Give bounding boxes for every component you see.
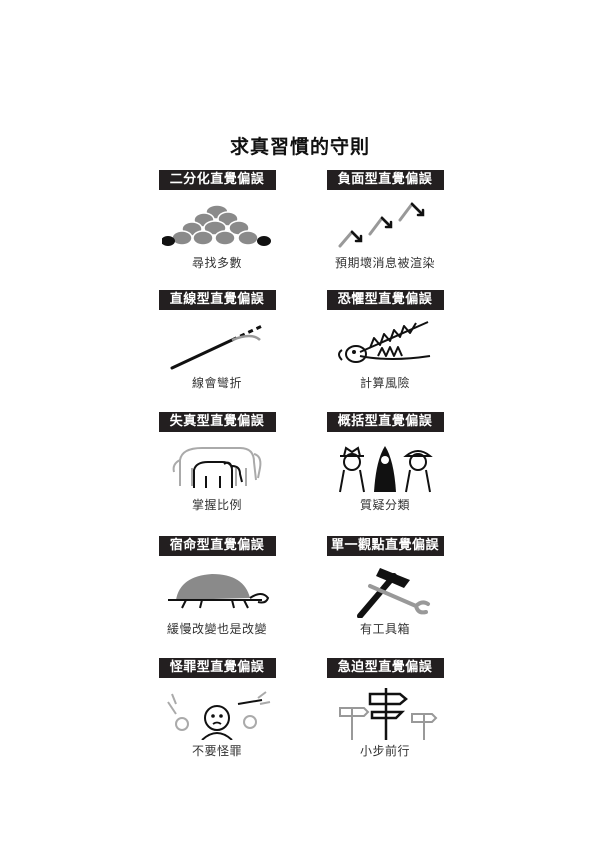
rule-label: 負面型直覺偏誤 [326, 170, 444, 190]
rule-label: 單一觀點直覺偏誤 [326, 536, 444, 556]
rule-card-single-perspective: 單一觀點直覺偏誤 有工具箱 [315, 536, 455, 636]
rule-label: 恐懼型直覺偏誤 [326, 290, 444, 310]
rule-card-negativity: 負面型直覺偏誤 預期壞消息被渲染 [315, 170, 455, 270]
signposts-icon [339, 688, 438, 740]
rule-caption: 不要怪罪 [191, 744, 242, 758]
rule-caption: 掌握比例 [191, 498, 242, 512]
rule-caption: 計算風險 [359, 376, 410, 390]
rule-caption: 小步前行 [359, 744, 410, 758]
rule-card-urgency: 急迫型直覺偏誤 小步前行 [315, 658, 455, 758]
rule-card-dichotomy: 二分化直覺偏誤 尋找多數 [147, 170, 287, 270]
rule-card-size: 失真型直覺偏誤 掌握比例 [147, 412, 287, 512]
page-title: 求真習慣的守則 [229, 136, 370, 158]
turtle-icon [168, 574, 270, 609]
rule-label: 宿命型直覺偏誤 [158, 536, 276, 556]
hammer-wrench-icon [357, 568, 430, 618]
rule-label: 概括型直覺偏誤 [326, 412, 444, 432]
rule-label: 二分化直覺偏誤 [158, 170, 276, 190]
rock-pile-icon [162, 204, 271, 246]
rule-card-straight-line: 直線型直覺偏誤 線會彎折 [147, 290, 287, 390]
three-figures-icon [339, 446, 433, 493]
elephants-icon [172, 447, 262, 488]
rule-card-destiny: 宿命型直覺偏誤 緩慢改變也是改變 [147, 536, 287, 636]
rule-label: 怪罪型直覺偏誤 [158, 658, 276, 678]
zigzag-arrows-icon [338, 201, 425, 248]
rule-caption: 緩慢改變也是改變 [166, 622, 267, 636]
crowd-pointing-icon [167, 691, 271, 740]
rule-label: 直線型直覺偏誤 [158, 290, 276, 310]
rule-card-generalization: 概括型直覺偏誤 質疑分類 [315, 412, 455, 512]
crocodile-jaws-icon [338, 321, 431, 363]
rule-caption: 線會彎折 [191, 376, 242, 390]
bending-line-icon [170, 324, 263, 370]
rule-card-fear: 恐懼型直覺偏誤 計算風險 [315, 290, 455, 390]
rule-card-blame: 怪罪型直覺偏誤 不要怪罪 [147, 658, 287, 758]
rule-caption: 預期壞消息被渲染 [334, 256, 435, 270]
rule-label: 急迫型直覺偏誤 [326, 658, 444, 678]
rule-label: 失真型直覺偏誤 [158, 412, 276, 432]
rule-caption: 尋找多數 [191, 256, 242, 270]
rule-caption: 有工具箱 [359, 622, 410, 636]
rule-caption: 質疑分類 [359, 498, 410, 512]
